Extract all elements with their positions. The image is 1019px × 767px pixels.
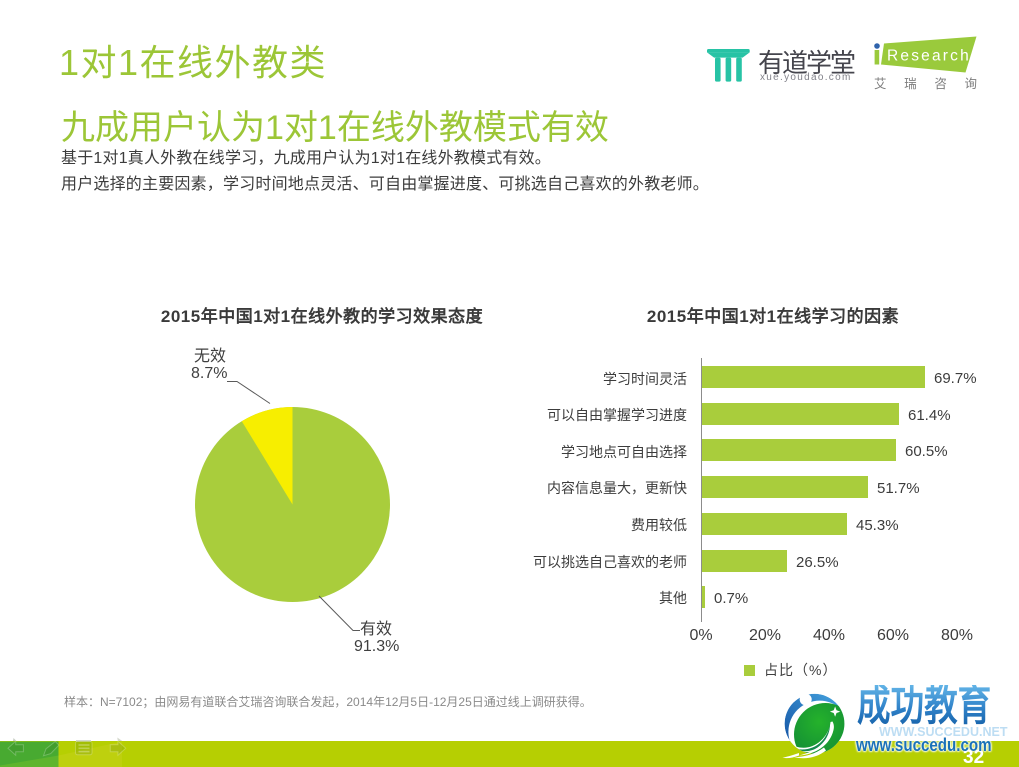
svg-text:Research: Research bbox=[887, 48, 971, 65]
